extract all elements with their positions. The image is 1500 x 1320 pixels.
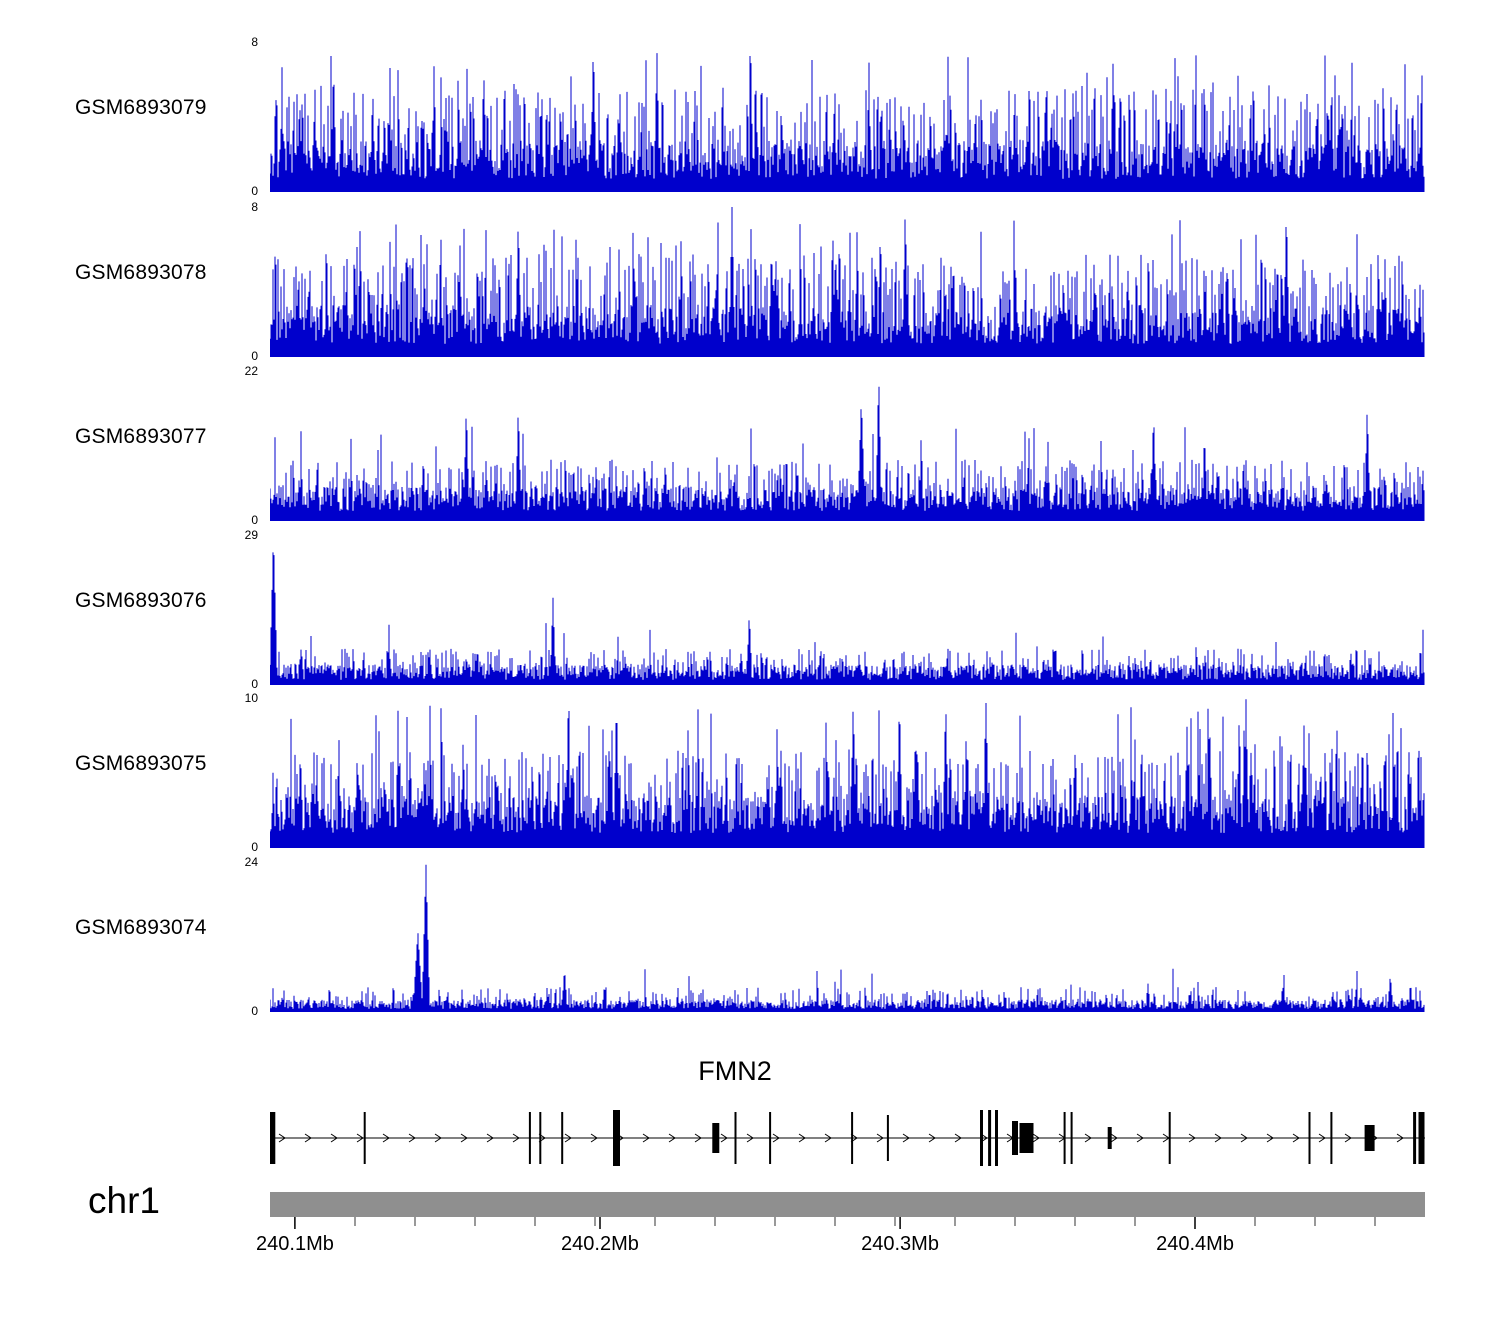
track-label: GSM6893077 [75,425,207,448]
coverage-plot [270,699,1425,848]
gene-name-label: FMN2 [698,1056,772,1086]
coverage-track: GSM6893075 10 0 [0,692,1500,853]
y-axis-max: 22 [244,364,258,378]
axis-tick-label: 240.1Mb [256,1233,334,1255]
coverage-track: GSM6893077 22 0 [0,365,1500,526]
y-axis-min: 0 [251,184,258,198]
track-label: GSM6893079 [75,96,207,119]
chromosome-ideogram-bar [270,1192,1425,1217]
coverage-plot [270,864,1425,1012]
axis-tick-label: 240.4Mb [1156,1233,1234,1255]
y-axis-min: 0 [251,1004,258,1018]
coverage-plot [270,386,1425,521]
coverage-track: GSM6893076 29 0 [0,529,1500,690]
track-label: GSM6893075 [75,752,207,775]
axis-tick-label: 240.2Mb [561,1233,639,1255]
coverage-track: GSM6893079 8 0 [0,36,1500,197]
coverage-track: GSM6893078 8 0 [0,201,1500,362]
y-axis-min: 0 [251,840,258,854]
y-axis-max: 29 [244,528,258,542]
track-label: GSM6893076 [75,589,207,612]
y-axis-max: 8 [251,200,258,214]
gene-model-plot [270,1110,1425,1166]
coverage-track: GSM6893074 24 0 [0,856,1500,1017]
y-axis-max: 10 [244,691,258,705]
y-axis-min: 0 [251,349,258,363]
y-axis-min: 0 [251,513,258,527]
y-axis-max: 24 [244,855,258,869]
track-label: GSM6893078 [75,261,207,284]
coverage-plot [270,552,1425,685]
y-axis-max: 8 [251,35,258,49]
y-axis-min: 0 [251,677,258,691]
coverage-plot [270,207,1425,357]
chromosome-label: chr1 [88,1180,160,1221]
coverage-plot [270,53,1425,192]
track-label: GSM6893074 [75,916,207,939]
genomic-axis-ticks [294,1217,1376,1229]
axis-tick-label: 240.3Mb [861,1233,939,1255]
